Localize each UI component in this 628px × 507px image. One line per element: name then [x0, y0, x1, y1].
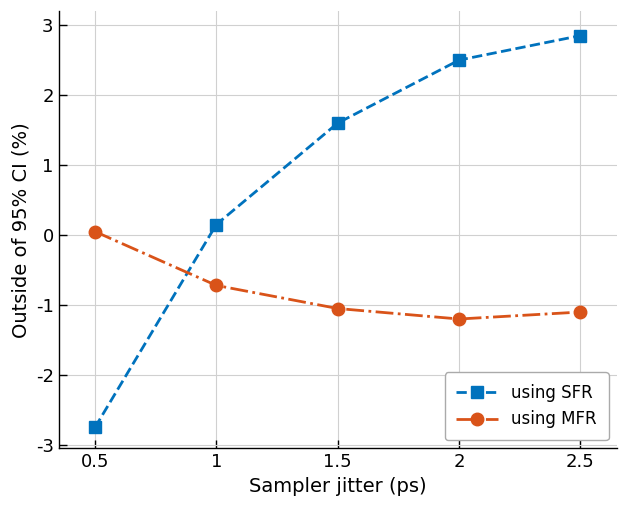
using MFR: [91, 229, 99, 235]
Legend: using SFR, using MFR: using SFR, using MFR: [445, 373, 609, 440]
Line: using SFR: using SFR: [89, 30, 586, 433]
Y-axis label: Outside of 95% CI (%): Outside of 95% CI (%): [11, 122, 30, 338]
using SFR: [212, 222, 220, 228]
using MFR: [334, 306, 342, 312]
using MFR: [455, 316, 463, 322]
using SFR: [91, 424, 99, 430]
Line: using MFR: using MFR: [89, 225, 587, 325]
using SFR: [577, 32, 584, 39]
using MFR: [212, 282, 220, 288]
using MFR: [577, 309, 584, 315]
using SFR: [455, 57, 463, 63]
X-axis label: Sampler jitter (ps): Sampler jitter (ps): [249, 477, 426, 496]
using SFR: [334, 120, 342, 126]
